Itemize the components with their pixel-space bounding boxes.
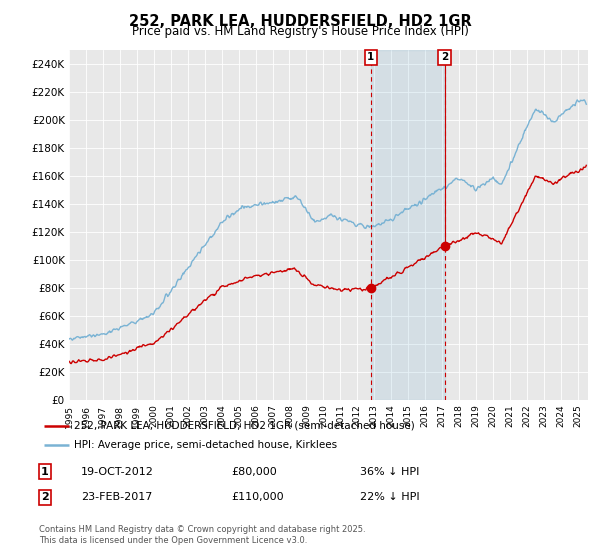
Text: Price paid vs. HM Land Registry's House Price Index (HPI): Price paid vs. HM Land Registry's House … [131,25,469,38]
Text: 1: 1 [41,466,49,477]
Text: Contains HM Land Registry data © Crown copyright and database right 2025.
This d: Contains HM Land Registry data © Crown c… [39,525,365,545]
Text: 22% ↓ HPI: 22% ↓ HPI [360,492,419,502]
Text: 2: 2 [41,492,49,502]
Text: 19-OCT-2012: 19-OCT-2012 [81,466,154,477]
Text: 252, PARK LEA, HUDDERSFIELD, HD2 1GR: 252, PARK LEA, HUDDERSFIELD, HD2 1GR [128,14,472,29]
Text: 2: 2 [441,53,448,62]
Text: 23-FEB-2017: 23-FEB-2017 [81,492,152,502]
Text: 252, PARK LEA, HUDDERSFIELD, HD2 1GR (semi-detached house): 252, PARK LEA, HUDDERSFIELD, HD2 1GR (se… [74,421,415,431]
Text: 36% ↓ HPI: 36% ↓ HPI [360,466,419,477]
Bar [371,50,445,400]
Text: HPI: Average price, semi-detached house, Kirklees: HPI: Average price, semi-detached house,… [74,440,337,450]
Text: 1: 1 [367,53,374,62]
Text: £110,000: £110,000 [231,492,284,502]
Text: £80,000: £80,000 [231,466,277,477]
